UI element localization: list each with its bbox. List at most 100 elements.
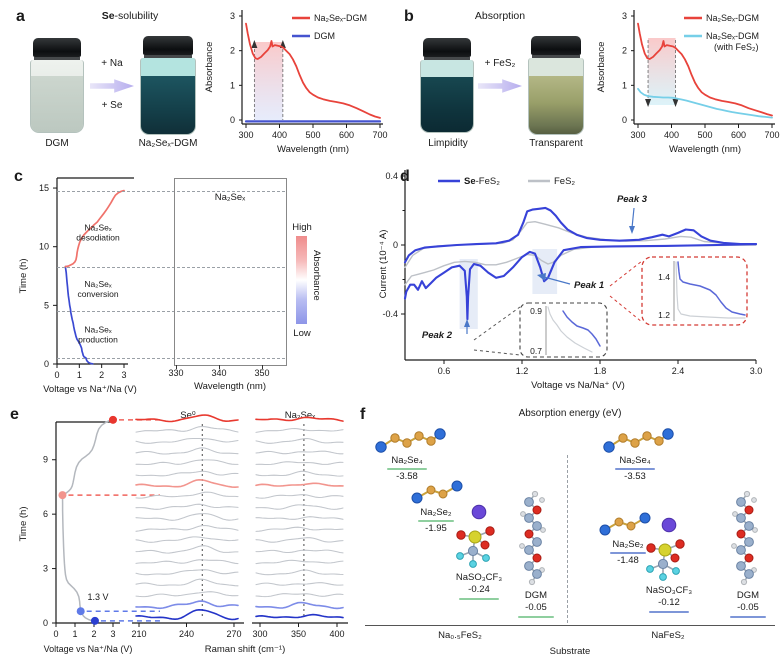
raman-trace	[255, 470, 344, 477]
vial-cap	[423, 38, 471, 57]
peak1-arrowhead	[537, 273, 546, 281]
raman-trace	[135, 414, 239, 423]
x-tick-label: 240	[179, 629, 194, 639]
substrate-label-right: NaFeS₂	[651, 630, 685, 641]
colorbar	[296, 236, 307, 324]
y-axis-label: Time (h)	[18, 258, 29, 293]
y-tick-label: 0.4	[385, 171, 398, 181]
energy-item-na2se2-r: Na₂Se₂ -1.48	[596, 539, 660, 568]
inset-black	[519, 302, 608, 358]
legend-label-2: (with FeS₂)	[714, 42, 759, 52]
x-tick-label: 2.4	[672, 366, 685, 376]
energy-level-line	[615, 468, 655, 471]
energy-level-line	[459, 597, 499, 600]
molecule-name: Na₂Se₄	[391, 455, 423, 466]
voltage-note: 1.3 V	[87, 592, 108, 602]
raman-trace	[255, 549, 344, 554]
y-axis-label: Current (10⁻⁴ A)	[378, 230, 389, 299]
x-tick-label: 400	[272, 130, 287, 140]
naso3cf3-molecule	[456, 504, 495, 568]
sample-dot	[90, 616, 99, 625]
raman-trace	[135, 503, 239, 510]
x-tick-label: 700	[372, 130, 387, 140]
heatmap-species-label: Na₂Seₓ	[214, 192, 246, 203]
inset-connector	[473, 306, 521, 341]
series-line	[637, 87, 773, 119]
inset-tick: 0.9	[530, 306, 542, 316]
energy-item-dgm-l: DGM -0.05	[508, 590, 564, 619]
raman-trace	[135, 545, 239, 554]
reaction-arrow	[478, 79, 522, 93]
x-axis-label: Voltage vs Na⁺/Na (V)	[43, 384, 137, 395]
time-dash-line	[57, 358, 285, 359]
vial-na2sex-dgm	[140, 36, 196, 135]
raman-trace	[135, 470, 239, 477]
x-axis-label: Wavelength (nm)	[277, 144, 349, 155]
peak2-arrowhead	[464, 319, 470, 327]
phase-label: desodiation	[76, 233, 120, 243]
molecule-name: Na₂Se₂	[612, 539, 644, 550]
y-axis-label: Absorbance	[596, 42, 607, 93]
raman-trace	[255, 593, 344, 598]
y-tick-label: 3	[622, 11, 627, 21]
sample-dot	[109, 415, 117, 424]
heatmap-xlabel: Wavelength (nm)	[194, 381, 266, 392]
y-tick-label: 15	[39, 183, 49, 193]
raman-trace	[255, 569, 344, 576]
legend-label: Na₂Seₓ-DGM	[314, 13, 367, 23]
voltage-time-chart: 0 1 2 3 0 5 10 15 Voltage vs Na⁺/Na (V) Time (h) N…	[18, 177, 137, 395]
y-tick-label: 6	[43, 509, 48, 519]
series-line	[245, 22, 381, 119]
panel-f-title: Absorption energy (eV)	[518, 408, 622, 419]
energy-item-dgm-r: DGM -0.05	[720, 590, 776, 619]
raman-trace	[135, 600, 239, 610]
na2se4-molecule	[375, 428, 446, 453]
inset-curve	[547, 306, 593, 353]
energy-item-na2se4-l: Na₂Se₄ -3.58	[372, 455, 442, 484]
energy-level-line	[649, 610, 689, 613]
raman-xlabel: Raman shift (cm⁻¹)	[204, 644, 286, 655]
substrate-xlabel: Substrate	[549, 646, 591, 657]
energy-item-naso3cf3-r: NaSO₃CF₃ -0.12	[622, 585, 716, 614]
x-tick-label: 0.6	[438, 366, 451, 376]
raman-trace	[135, 437, 239, 444]
molecule-name: NaSO₃CF₃	[645, 585, 693, 596]
panel-c-label: c	[14, 168, 23, 185]
panel-a-title-rest: -solubility	[114, 10, 159, 22]
x-tick-label: 350	[291, 629, 306, 639]
peak2-label: Peak 2	[422, 330, 453, 341]
vial-ring	[34, 57, 80, 60]
x-tick-label: 3	[121, 370, 126, 380]
vial-glass	[420, 60, 474, 133]
highlight-band	[648, 38, 676, 105]
vial-cap	[531, 36, 581, 55]
cv-curve	[403, 206, 758, 264]
x-tick-label: 0	[54, 370, 59, 380]
x-tick-label: 3.0	[750, 366, 763, 376]
sample-dot	[58, 491, 67, 500]
energy-level-line	[518, 615, 554, 618]
raman-trace	[255, 482, 344, 487]
legend-label: Se-FeS₂	[464, 176, 500, 187]
x-tick-label: 0	[53, 629, 58, 639]
vial-ring	[144, 55, 192, 58]
y-tick-label: 0	[230, 115, 235, 125]
panel-b-title: Absorption	[474, 10, 526, 22]
heatmap-tick: 340	[211, 368, 227, 378]
panel-e-label: e	[10, 406, 19, 423]
x-tick-label: 500	[305, 130, 320, 140]
inset-curve	[675, 261, 746, 319]
raman-trace	[255, 559, 344, 565]
heatmap-tick: 350	[254, 368, 270, 378]
vial-transparent-caption: Transparent	[529, 138, 583, 149]
raman-trace	[255, 437, 344, 444]
energy-item-naso3cf3-l: NaSO₃CF₃ -0.24	[432, 572, 526, 601]
na2se2-molecule	[411, 480, 463, 504]
x-tick-label: 600	[339, 130, 354, 140]
raman-trace	[135, 524, 239, 532]
arrow-label-fes2: + FeS₂	[484, 58, 516, 69]
energy-level-line	[730, 615, 766, 618]
energy-level-line	[387, 468, 427, 471]
vial-dgm-caption: DGM	[45, 138, 69, 149]
x-tick-label: 300	[252, 629, 267, 639]
